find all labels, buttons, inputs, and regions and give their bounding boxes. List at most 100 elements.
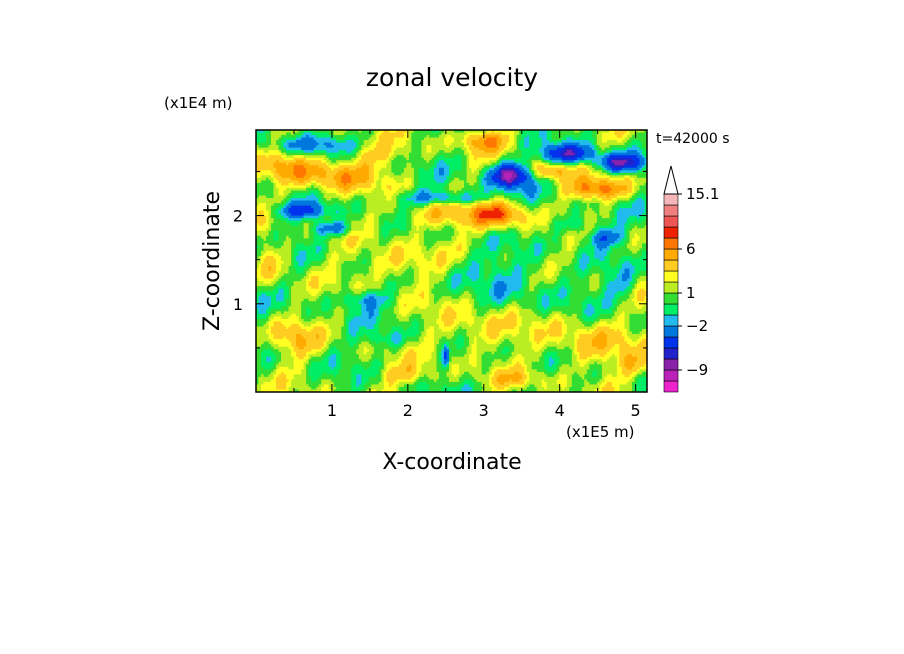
heatmap-cell: [471, 198, 475, 202]
heatmap-cell: [278, 145, 282, 149]
heatmap-cell: [306, 172, 310, 176]
heatmap-cell: [554, 185, 558, 189]
heatmap-cell: [443, 175, 447, 179]
heatmap-cell: [358, 157, 362, 161]
heatmap-cell: [256, 182, 260, 186]
heatmap-cell: [381, 187, 385, 191]
heatmap-cell: [639, 147, 643, 151]
heatmap-cell: [491, 190, 495, 194]
heatmap-cell: [461, 140, 465, 144]
heatmap-cell: [644, 130, 648, 134]
heatmap-cell: [614, 180, 618, 184]
heatmap-cell: [331, 165, 335, 169]
heatmap-cell: [574, 130, 578, 134]
heatmap-cell: [258, 130, 262, 134]
heatmap-cell: [371, 205, 375, 209]
heatmap-cell: [433, 165, 437, 169]
heatmap-cell: [291, 187, 295, 191]
heatmap-cell: [459, 147, 463, 151]
heatmap-cell: [604, 192, 608, 196]
heatmap-cell: [371, 167, 375, 171]
heatmap-cell: [616, 172, 620, 176]
heatmap-cell: [451, 175, 455, 179]
heatmap-cell: [574, 147, 578, 151]
heatmap-cell: [383, 162, 387, 166]
heatmap-cell: [361, 157, 365, 161]
heatmap-cell: [601, 155, 605, 159]
heatmap-cell: [486, 187, 490, 191]
heatmap-cell: [436, 130, 440, 134]
heatmap-cell: [456, 145, 460, 149]
heatmap-cell: [443, 142, 447, 146]
heatmap-cell: [298, 167, 302, 171]
heatmap-cell: [481, 180, 485, 184]
heatmap-cell: [341, 132, 345, 136]
heatmap-cell: [348, 177, 352, 181]
heatmap-cell: [549, 157, 553, 161]
heatmap-cell: [373, 162, 377, 166]
heatmap-cell: [464, 190, 468, 194]
heatmap-cell: [326, 203, 330, 207]
heatmap-cell: [551, 187, 555, 191]
heatmap-cell: [443, 180, 447, 184]
heatmap-cell: [361, 208, 365, 212]
heatmap-cell: [428, 155, 432, 159]
heatmap-cell: [431, 203, 435, 207]
heatmap-cell: [448, 167, 452, 171]
heatmap-cell: [614, 132, 618, 136]
heatmap-cell: [614, 160, 618, 164]
heatmap-cell: [368, 195, 372, 199]
heatmap-cell: [383, 198, 387, 202]
heatmap-cell: [391, 203, 395, 207]
heatmap-cell: [571, 147, 575, 151]
heatmap-cell: [591, 205, 595, 209]
heatmap-cell: [521, 135, 525, 139]
heatmap-cell: [298, 150, 302, 154]
heatmap-cell: [474, 135, 478, 139]
heatmap-cell: [644, 145, 648, 149]
heatmap-cell: [448, 142, 452, 146]
heatmap-cell: [581, 180, 585, 184]
heatmap-cell: [569, 200, 573, 204]
heatmap-cell: [418, 195, 422, 199]
heatmap-cell: [373, 185, 377, 189]
heatmap-cell: [639, 155, 643, 159]
heatmap-cell: [338, 130, 342, 134]
heatmap-cell: [396, 140, 400, 144]
heatmap-cell: [544, 132, 548, 136]
heatmap-cell: [348, 180, 352, 184]
heatmap-cell: [576, 150, 580, 154]
heatmap-cell: [614, 182, 618, 186]
heatmap-cell: [413, 140, 417, 144]
heatmap-cell: [506, 167, 510, 171]
heatmap-cell: [549, 140, 553, 144]
heatmap-cell: [501, 157, 505, 161]
heatmap-cell: [516, 175, 520, 179]
heatmap-cell: [266, 145, 270, 149]
heatmap-cell: [581, 152, 585, 156]
heatmap-cell: [288, 200, 292, 204]
heatmap-cell: [521, 190, 525, 194]
heatmap-cell: [361, 140, 365, 144]
heatmap-cell: [273, 175, 277, 179]
heatmap-cell: [391, 135, 395, 139]
heatmap-cell: [411, 142, 415, 146]
heatmap-cell: [509, 190, 513, 194]
heatmap-cell: [481, 132, 485, 136]
heatmap-cell: [541, 187, 545, 191]
heatmap-cell: [631, 157, 635, 161]
heatmap-cell: [471, 145, 475, 149]
heatmap-cell: [476, 165, 480, 169]
heatmap-cell: [491, 162, 495, 166]
heatmap-cell: [556, 167, 560, 171]
heatmap-cell: [501, 165, 505, 169]
heatmap-cell: [624, 135, 628, 139]
heatmap-cell: [283, 162, 287, 166]
heatmap-cell: [506, 198, 510, 202]
heatmap-cell: [469, 205, 473, 209]
heatmap-cell: [438, 195, 442, 199]
heatmap-cell: [499, 203, 503, 207]
heatmap-cell: [476, 172, 480, 176]
heatmap-cell: [386, 157, 390, 161]
heatmap-cell: [313, 130, 317, 134]
